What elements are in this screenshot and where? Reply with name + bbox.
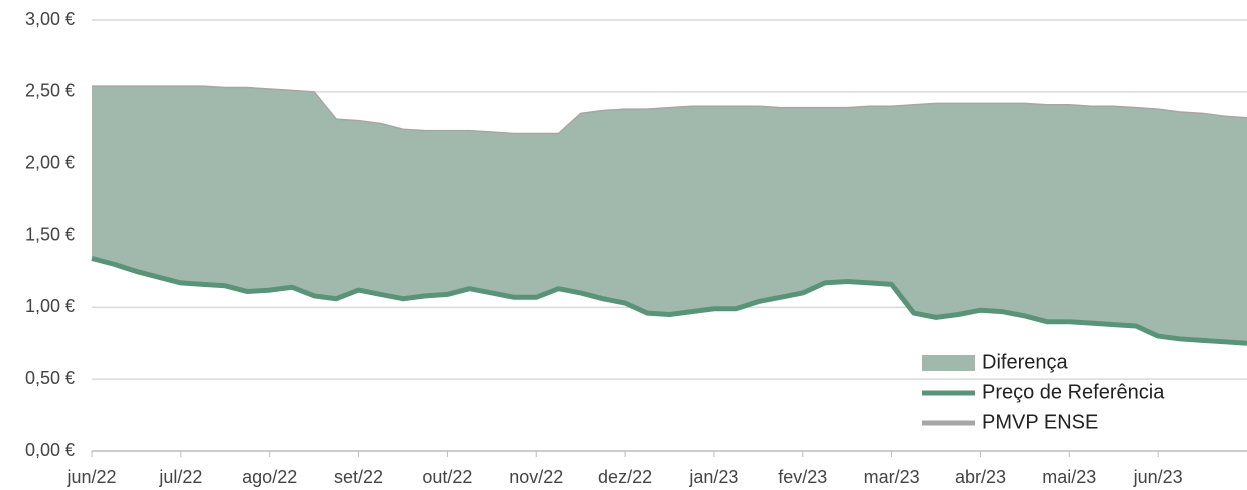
x-tick-label: abr/23 xyxy=(955,467,1006,487)
x-tick-label: set/22 xyxy=(334,467,383,487)
y-tick-label: 1,50 € xyxy=(25,224,75,244)
legend-label: Preço de Referência xyxy=(982,381,1165,403)
x-tick-label: jun/22 xyxy=(66,467,116,487)
x-tick-label: nov/22 xyxy=(509,467,563,487)
x-tick-label: mar/23 xyxy=(864,467,920,487)
y-tick-label: 0,00 € xyxy=(25,440,75,460)
x-tick-label: jul/22 xyxy=(158,467,202,487)
y-tick-label: 3,00 € xyxy=(25,9,75,29)
legend-label: PMVP ENSE xyxy=(982,411,1098,433)
x-tick-label: fev/23 xyxy=(778,467,827,487)
x-tick-label: jan/23 xyxy=(688,467,738,487)
y-tick-label: 1,00 € xyxy=(25,296,75,316)
legend-label: Diferença xyxy=(982,351,1068,373)
line xyxy=(92,85,1247,135)
y-tick-label: 2,00 € xyxy=(25,152,75,172)
x-tick-label: out/22 xyxy=(422,467,472,487)
x-tick-label: jun/23 xyxy=(1133,467,1183,487)
y-tick-label: 2,50 € xyxy=(25,81,75,101)
x-tick-label: mai/23 xyxy=(1042,467,1096,487)
y-tick-label: 0,50 € xyxy=(25,368,75,388)
line xyxy=(91,256,1247,346)
legend-swatch xyxy=(922,355,975,371)
x-tick-label: ago/22 xyxy=(242,467,297,487)
x-tick-label: dez/22 xyxy=(598,467,652,487)
area xyxy=(92,86,1247,344)
